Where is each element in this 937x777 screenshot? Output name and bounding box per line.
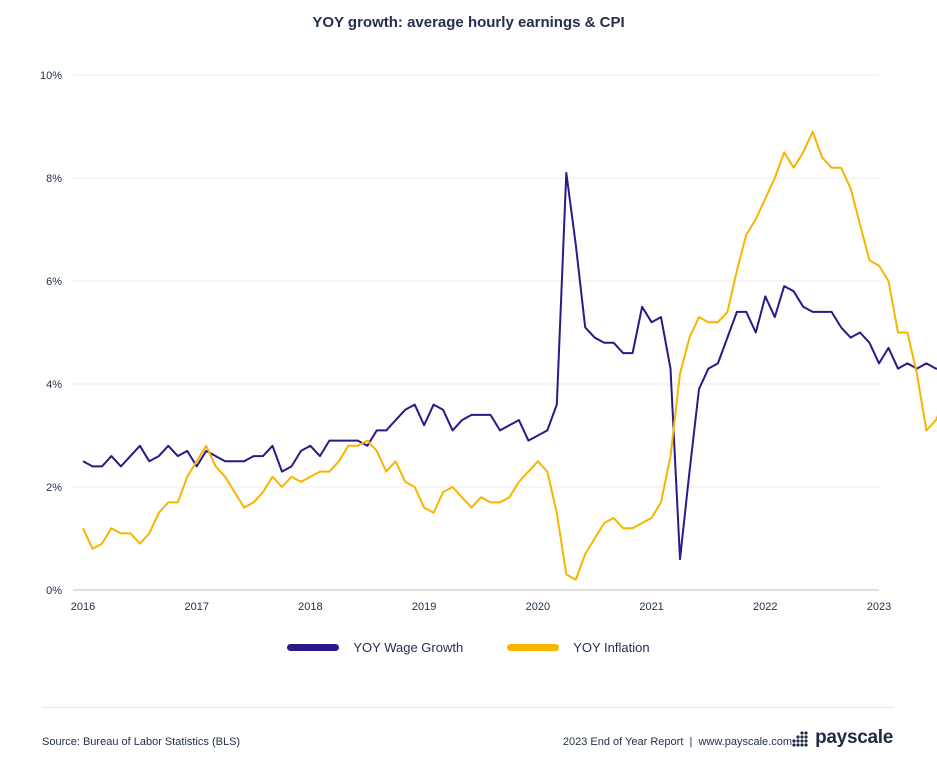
payscale-logo-text: payscale (815, 727, 893, 748)
x-tick-label: 2022 (753, 601, 777, 613)
x-tick-label: 2019 (412, 601, 436, 613)
x-tick-label: 2020 (526, 601, 550, 613)
legend-item-inflation: YOY Inflation (507, 640, 650, 655)
legend-label-inflation: YOY Inflation (573, 640, 650, 655)
payscale-dots-icon (792, 731, 808, 747)
y-tick-label: 2% (46, 482, 62, 494)
chart-series (82, 130, 937, 581)
x-tick-label: 2023 (867, 601, 891, 613)
chart-grid (73, 74, 879, 591)
y-tick-label: 4% (46, 379, 62, 391)
legend-item-wage-growth: YOY Wage Growth (287, 640, 463, 655)
x-tick-label: 2021 (639, 601, 663, 613)
x-tick-label: 2017 (184, 601, 208, 613)
x-axis-tick-labels: 2016 2017 2018 2019 2020 2021 2022 2023 (71, 601, 891, 613)
footer-divider (42, 707, 894, 708)
source-note: Source: Bureau of Labor Statistics (BLS) (42, 736, 241, 748)
x-tick-label: 2018 (298, 601, 322, 613)
y-tick-label: 0% (46, 585, 62, 597)
chart-title: YOY growth: average hourly earnings & CP… (312, 14, 625, 31)
report-credit: 2023 End of Year Report | www.payscale.c… (562, 736, 792, 748)
line-chart: 0%2%4%6%8%10% 2016 2017 2018 2019 2020 2021 20… (40, 70, 937, 613)
x-tick-label: 2016 (71, 601, 95, 613)
payscale-logo: payscale (792, 727, 893, 749)
series-line-wage-growth (82, 171, 937, 561)
series-line-inflation (82, 130, 937, 581)
legend-swatch-wage-growth (287, 644, 340, 651)
chart-legend: YOY Wage Growth YOY Inflation (0, 640, 937, 655)
y-tick-label: 8% (46, 173, 62, 185)
legend-swatch-inflation (507, 644, 560, 651)
y-tick-label: 10% (40, 70, 62, 82)
y-axis-tick-labels: 0% 2% 4% 6% 8% 10% (40, 70, 62, 597)
legend-label-wage-growth: YOY Wage Growth (353, 640, 464, 655)
y-tick-label: 6% (46, 276, 62, 288)
